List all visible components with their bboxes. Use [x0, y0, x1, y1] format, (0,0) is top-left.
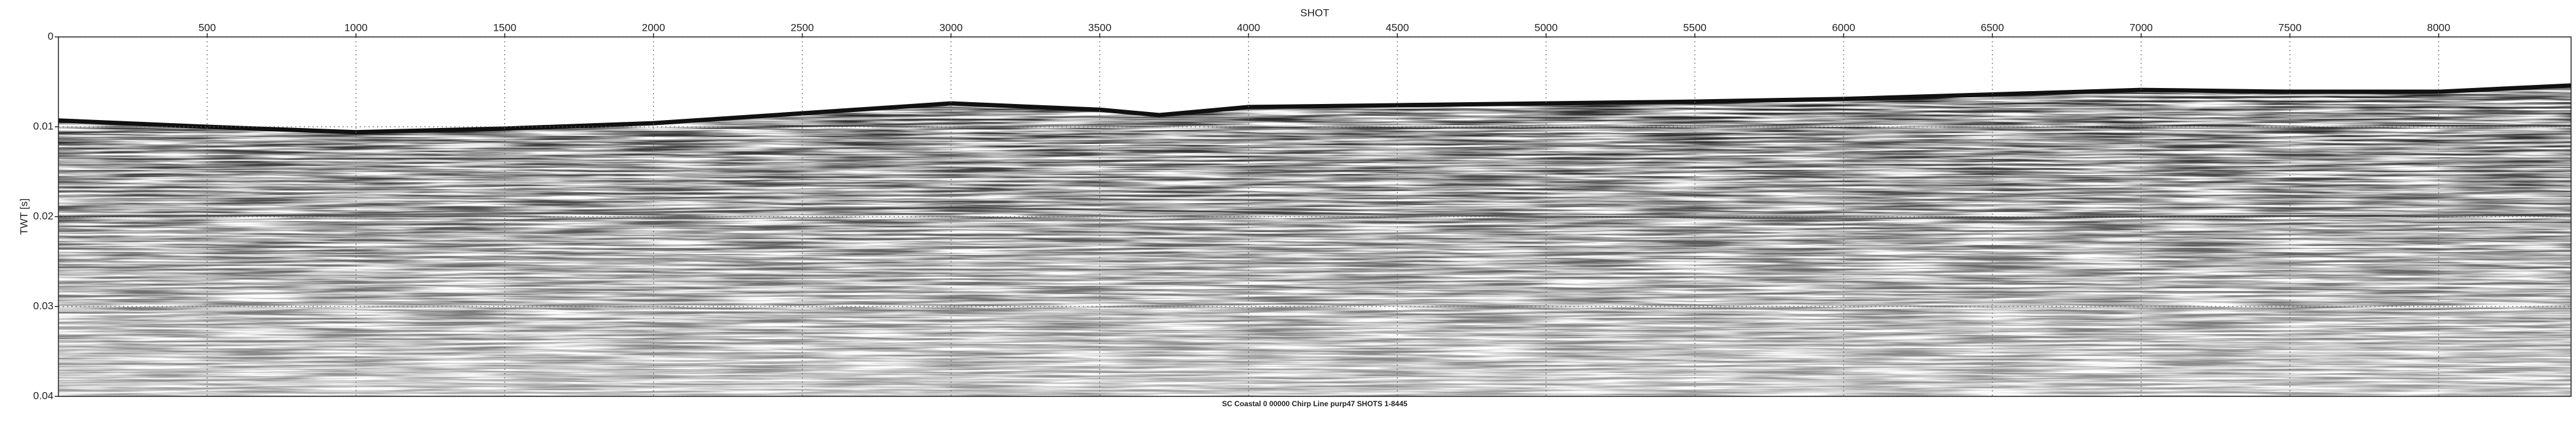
- x-tick-label: 1500: [493, 22, 517, 33]
- reflector: [58, 206, 2571, 220]
- section: [58, 37, 2571, 396]
- y-tick-label: 0.03: [33, 300, 54, 311]
- frame: [58, 36, 2572, 397]
- x-tick-label: 5500: [1683, 22, 1706, 33]
- y-tick-label: 0.02: [33, 210, 54, 222]
- x-tick-label: 2500: [791, 22, 814, 33]
- water-column: [58, 37, 2571, 132]
- x-tick-label: 500: [199, 22, 216, 33]
- x-tick-label: 5000: [1534, 22, 1558, 33]
- x-tick-label: 8000: [2427, 22, 2451, 33]
- x-tick-label: 6000: [1832, 22, 1855, 33]
- y-axis-label: TWT [s]: [18, 198, 30, 235]
- x-tick-label: 3500: [1088, 22, 1112, 33]
- x-tick-label: 2000: [642, 22, 665, 33]
- caption: SC Coastal 0 00000 Chirp Line purp47 SHO…: [1222, 399, 1408, 408]
- x-tick-label: 4500: [1385, 22, 1409, 33]
- x-tick-label: 7500: [2278, 22, 2302, 33]
- x-tick-label: 6500: [1981, 22, 2004, 33]
- y-tick-label: 0: [48, 30, 54, 42]
- x-tick-label: 4000: [1237, 22, 1260, 33]
- x-tick-label: 3000: [940, 22, 963, 33]
- x-tick-label: 7000: [2130, 22, 2153, 33]
- x-tick-label: 1000: [344, 22, 368, 33]
- y-tick-label: 0.01: [33, 120, 54, 132]
- y-tick-label: 0.04: [33, 390, 54, 401]
- x-axis-label: SHOT: [1300, 7, 1329, 18]
